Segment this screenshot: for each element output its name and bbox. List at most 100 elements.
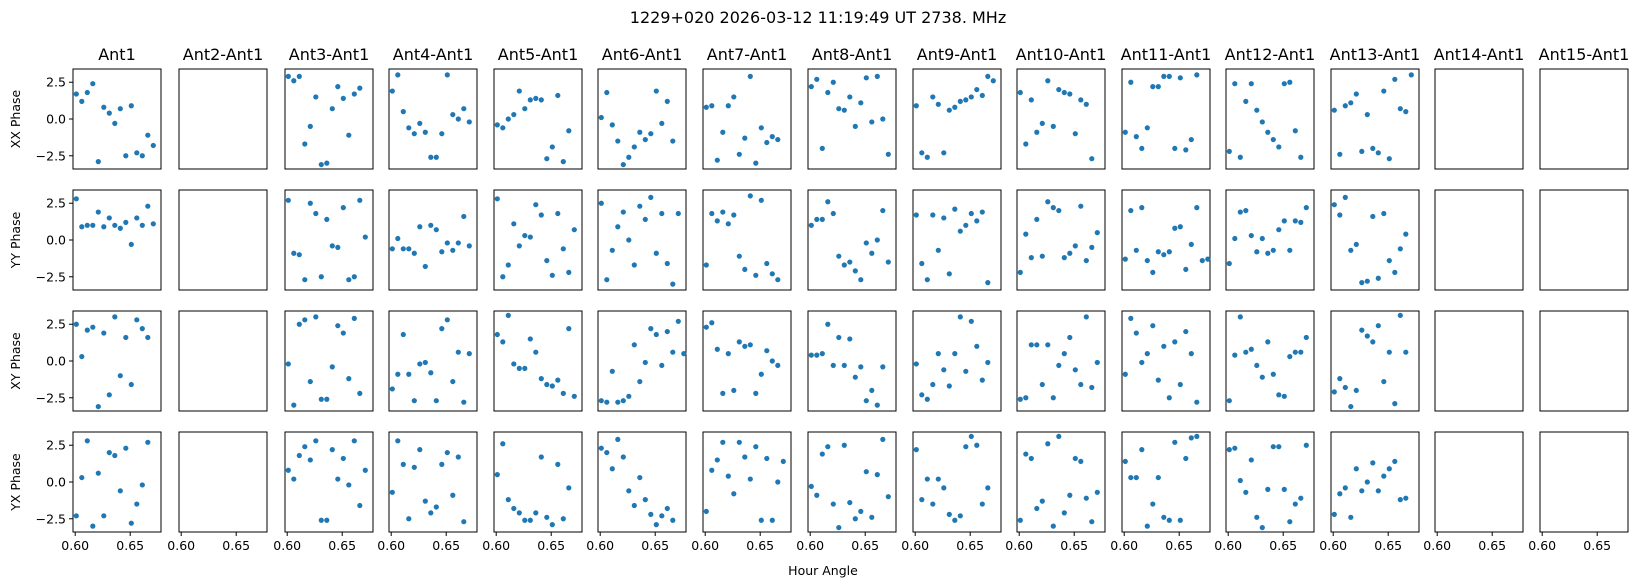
data-point [858, 100, 864, 106]
data-point [128, 520, 134, 526]
data-point [670, 281, 676, 287]
row-label: YY Phase [8, 211, 23, 269]
data-point [764, 455, 770, 462]
data-point [1232, 445, 1238, 451]
column-title: Ant1 [98, 45, 136, 64]
data-point [1259, 235, 1265, 242]
data-point [505, 116, 511, 122]
y-tick-label: 0.0 [46, 112, 66, 127]
data-point [946, 271, 952, 277]
data-point [411, 398, 417, 404]
panel-frame [1539, 310, 1629, 412]
data-point [852, 123, 858, 129]
data-point [555, 461, 561, 467]
data-point [1050, 395, 1056, 401]
data-point [604, 449, 610, 456]
data-point [1172, 145, 1178, 152]
data-point [139, 153, 145, 159]
data-point [538, 376, 544, 382]
panel-frame [178, 189, 268, 291]
data-point [139, 326, 145, 332]
data-point [406, 246, 412, 252]
panel [912, 189, 1002, 291]
data-point [566, 128, 572, 134]
data-point [1237, 209, 1243, 215]
data-point [736, 339, 742, 345]
data-point [117, 488, 123, 494]
data-point [291, 402, 297, 408]
data-point [128, 103, 134, 109]
data-point [1161, 343, 1167, 349]
data-point [422, 498, 428, 504]
data-point [631, 502, 637, 509]
data-point [1281, 393, 1287, 399]
panel: 0.60 0.65 [273, 431, 374, 553]
data-point [664, 328, 670, 335]
data-point [450, 247, 456, 253]
data-point [1364, 333, 1370, 339]
panel: 2.5 0.0 −2.5 0.60 0.65 [36, 431, 162, 553]
panel: 2.5 0.0 −2.5 [36, 189, 162, 291]
data-point [1232, 235, 1238, 242]
data-point [329, 243, 335, 249]
data-point [747, 476, 753, 482]
data-point [318, 396, 324, 402]
panel: 0.60 0.65 [377, 431, 478, 553]
x-tick-label: 0.60 [61, 538, 89, 553]
data-point [346, 376, 352, 382]
data-point [516, 365, 522, 371]
panel [1121, 189, 1211, 291]
data-point [389, 386, 395, 392]
data-point [1248, 81, 1254, 87]
data-point [764, 348, 770, 354]
data-point [1144, 351, 1150, 357]
panel-frame [807, 310, 897, 412]
data-point [1403, 109, 1409, 115]
data-point [461, 399, 467, 405]
x-tick-label: 0.60 [586, 538, 614, 553]
data-point [1226, 148, 1232, 154]
data-point [1342, 103, 1348, 109]
data-point [1287, 79, 1293, 85]
panel [1225, 310, 1315, 412]
data-point [560, 246, 566, 252]
data-point [935, 476, 941, 482]
data-point [1023, 451, 1029, 457]
data-point [329, 364, 335, 370]
y-tick-label: 2.5 [46, 317, 66, 332]
data-point [780, 458, 786, 465]
data-point [1342, 384, 1348, 391]
data-point [560, 159, 566, 165]
data-point [1381, 473, 1387, 479]
panel [284, 68, 374, 170]
data-point [775, 479, 781, 485]
data-point [863, 469, 869, 475]
data-point [527, 97, 533, 103]
panel [702, 310, 792, 412]
data-point [725, 221, 731, 227]
data-point [1381, 88, 1387, 94]
data-point [819, 216, 825, 223]
data-point [285, 361, 291, 367]
data-point [935, 101, 941, 107]
data-point [90, 81, 96, 87]
data-point [1392, 458, 1398, 465]
data-point [1392, 76, 1398, 82]
data-point [1194, 433, 1200, 440]
data-point [709, 320, 715, 326]
data-point [1050, 523, 1056, 529]
data-point [852, 268, 858, 274]
data-point [1150, 323, 1156, 329]
data-point [411, 464, 417, 470]
data-point [703, 104, 709, 110]
panel [1434, 189, 1524, 291]
panel [493, 189, 583, 291]
data-point [1370, 145, 1376, 152]
data-point [968, 94, 974, 100]
data-point [714, 346, 720, 352]
data-point [985, 359, 991, 366]
data-point [1337, 212, 1343, 218]
data-point [395, 235, 401, 242]
data-point [769, 271, 775, 277]
x-tick-label: 0.65 [746, 538, 774, 553]
